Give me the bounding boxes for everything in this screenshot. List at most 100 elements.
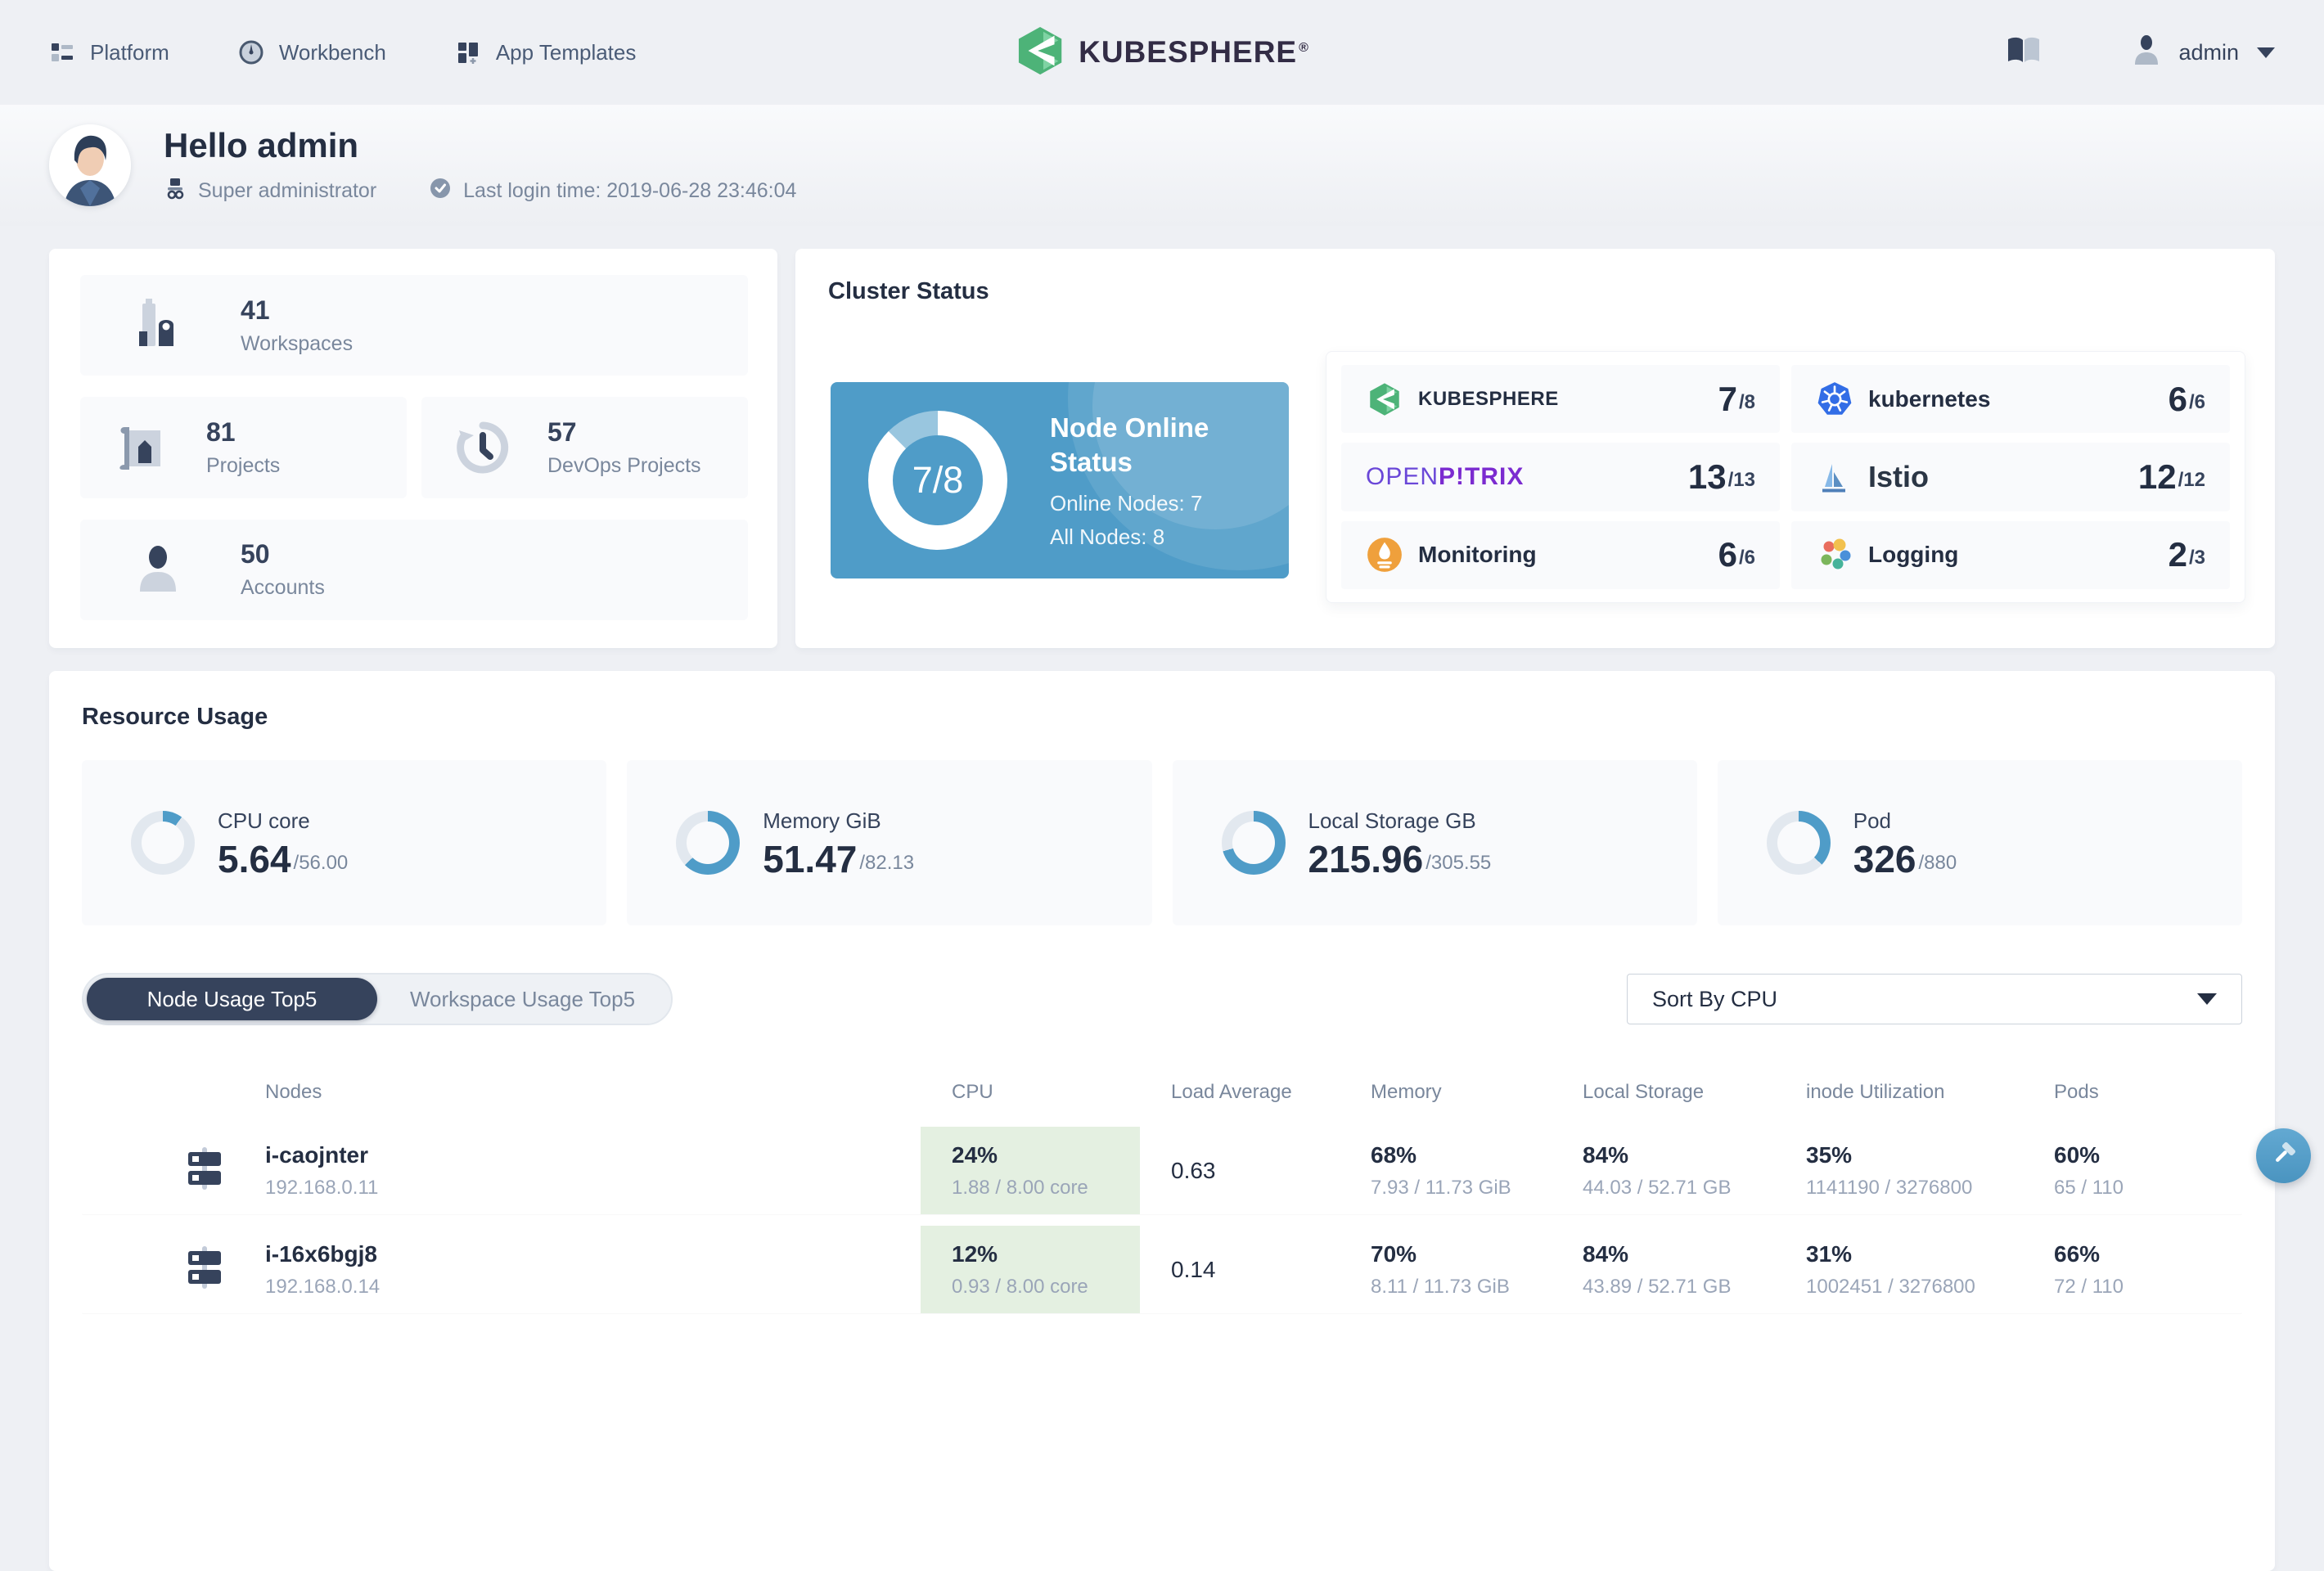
service-openpitrix: OPENP!TRIX 13/13 <box>1341 443 1780 511</box>
kubesphere-icon <box>1366 380 1403 418</box>
projects-icon <box>111 417 172 478</box>
memory-donut <box>676 811 741 875</box>
monitoring-prometheus-icon <box>1366 536 1403 574</box>
cpu-cell: 24% 1.88 / 8.00 core <box>921 1127 1140 1214</box>
metric-value: 215.96/305.55 <box>1308 837 1492 880</box>
stat-workspaces[interactable]: 41 Workspaces <box>80 275 748 376</box>
col-memory: Memory <box>1371 1081 1442 1103</box>
workbench-icon <box>238 39 264 65</box>
table-row[interactable]: i-16x6bgj8 192.168.0.14 12% 0.93 / 8.00 … <box>82 1226 2242 1313</box>
user-icon <box>2133 34 2160 70</box>
usage-tab-group: Node Usage Top5 Workspace Usage Top5 <box>82 973 673 1025</box>
service-name: KUBESPHERE <box>1418 387 1559 410</box>
col-nodes: Nodes <box>265 1081 322 1103</box>
node-online-ratio: 7/8 <box>912 459 964 501</box>
select-caret-icon <box>2197 993 2217 1005</box>
metric-label: Local Storage GB <box>1308 808 1476 833</box>
stat-value: 81 <box>206 416 236 447</box>
tab-node-usage-top5[interactable]: Node Usage Top5 <box>87 978 377 1020</box>
nav-item-label: Platform <box>90 39 169 65</box>
logging-icon <box>1816 536 1853 574</box>
service-name: Istio <box>1868 459 1930 493</box>
cpu-cell: 12% 0.93 / 8.00 core <box>921 1226 1140 1313</box>
stat-label: DevOps Projects <box>547 453 701 477</box>
service-count: 13/13 <box>1687 457 1755 496</box>
resource-metrics: CPU core 5.64/56.00 Memory GiB 51.47/82.… <box>82 760 2242 925</box>
docs-icon[interactable] <box>2005 34 2043 71</box>
inode-cell: 31% 1002451 / 3276800 <box>1806 1240 1975 1298</box>
nav-item-workbench[interactable]: Workbench <box>238 39 386 65</box>
top-nav: Platform Workbench App Templates KUBESPH… <box>0 0 2324 105</box>
table-row[interactable]: i-caojnter 192.168.0.11 24% 1.88 / 8.00 … <box>82 1127 2242 1214</box>
kubernetes-icon <box>1816 380 1853 418</box>
nav-item-label: App Templates <box>495 39 637 65</box>
user-menu[interactable]: admin <box>2133 34 2275 70</box>
pods-cell: 66% 72 / 110 <box>2054 1240 2124 1298</box>
accounts-icon <box>128 539 188 600</box>
service-count: 12/12 <box>2137 457 2205 496</box>
local-storage-cell: 84% 43.89 / 52.71 GB <box>1583 1240 1732 1298</box>
cluster-status-card: Cluster Status 7/8 Node Online Status On… <box>795 249 2275 648</box>
avatar <box>49 124 131 206</box>
local-storage-cell: 84% 44.03 / 52.71 GB <box>1583 1141 1732 1199</box>
sort-by-value: Sort By CPU <box>1652 986 1778 1011</box>
last-login: Last login time: 2019-06-28 23:46:04 <box>429 177 796 205</box>
stat-value: 50 <box>241 539 270 569</box>
kubesphere-logo[interactable]: KUBESPHERE ® <box>1015 25 1309 81</box>
load-average-cell: 0.14 <box>1171 1256 1216 1282</box>
stat-devops-projects[interactable]: 57 DevOps Projects <box>421 397 748 498</box>
page-greeting: Hello admin <box>164 125 359 164</box>
service-count: 6/6 <box>2168 379 2205 418</box>
node-icon <box>185 1245 224 1294</box>
sort-by-select[interactable]: Sort By CPU <box>1627 974 2242 1024</box>
cpu-donut <box>131 811 195 875</box>
metric-value: 326/880 <box>1853 837 1957 880</box>
pods-cell: 60% 65 / 110 <box>2054 1141 2124 1199</box>
service-count: 2/3 <box>2168 535 2205 574</box>
node-usage-table: Nodes CPU Load Average Memory Local Stor… <box>82 1045 2242 1313</box>
openpitrix-wordmark: OPENP!TRIX <box>1366 462 1525 490</box>
node-name: i-caojnter <box>265 1141 369 1168</box>
node-online-status-card: 7/8 Node Online Status Online Nodes: 7 A… <box>831 382 1289 578</box>
registered-mark: ® <box>1299 40 1309 55</box>
storage-donut <box>1221 811 1286 875</box>
metric-value: 51.47/82.13 <box>763 837 915 880</box>
col-cpu: CPU <box>952 1081 993 1103</box>
node-name: i-16x6bgj8 <box>265 1240 377 1267</box>
nav-item-platform[interactable]: Platform <box>49 39 169 65</box>
platform-icon <box>49 39 75 65</box>
all-nodes-label: All Nodes: 8 <box>1050 524 1165 550</box>
stat-accounts[interactable]: 50 Accounts <box>80 519 748 620</box>
chevron-down-icon <box>2257 47 2275 58</box>
service-monitoring: Monitoring 6/6 <box>1341 520 1780 589</box>
table-header: Nodes CPU Load Average Memory Local Stor… <box>82 1045 2242 1127</box>
service-name: Monitoring <box>1418 542 1537 568</box>
stat-label: Projects <box>206 453 281 477</box>
stat-projects[interactable]: 81 Projects <box>80 397 407 498</box>
inode-cell: 35% 1141190 / 3276800 <box>1806 1141 1973 1199</box>
brand-wordmark: KUBESPHERE ® <box>1079 35 1309 69</box>
node-ip: 192.168.0.14 <box>265 1275 381 1298</box>
kubesphere-hexagon-icon <box>1015 25 1065 81</box>
memory-cell: 70% 8.11 / 11.73 GiB <box>1371 1240 1510 1298</box>
nav-item-app-templates[interactable]: App Templates <box>455 39 637 65</box>
memory-cell: 68% 7.93 / 11.73 GiB <box>1371 1141 1511 1199</box>
user-name: admin <box>2178 39 2239 65</box>
metric-local-storage: Local Storage GB 215.96/305.55 <box>1172 760 1697 925</box>
stat-value: 57 <box>547 416 577 447</box>
node-icon <box>185 1146 224 1195</box>
metric-label: Pod <box>1853 808 1892 833</box>
app-templates-icon <box>455 39 481 65</box>
tab-workspace-usage-top5[interactable]: Workspace Usage Top5 <box>409 986 636 1011</box>
role-badge-icon <box>164 177 187 205</box>
service-kubernetes: kubernetes 6/6 <box>1791 365 2230 434</box>
clock-check-icon <box>429 177 452 205</box>
workspaces-icon <box>128 295 188 356</box>
node-online-donut: 7/8 <box>868 411 1007 550</box>
devops-icon <box>453 417 513 478</box>
last-login-label: Last login time: 2019-06-28 23:46:04 <box>463 178 797 202</box>
toolbox-button[interactable] <box>2256 1128 2311 1183</box>
cluster-status-title: Cluster Status <box>828 278 989 304</box>
hammer-icon <box>2268 1137 2300 1174</box>
metric-memory: Memory GiB 51.47/82.13 <box>627 760 1152 925</box>
